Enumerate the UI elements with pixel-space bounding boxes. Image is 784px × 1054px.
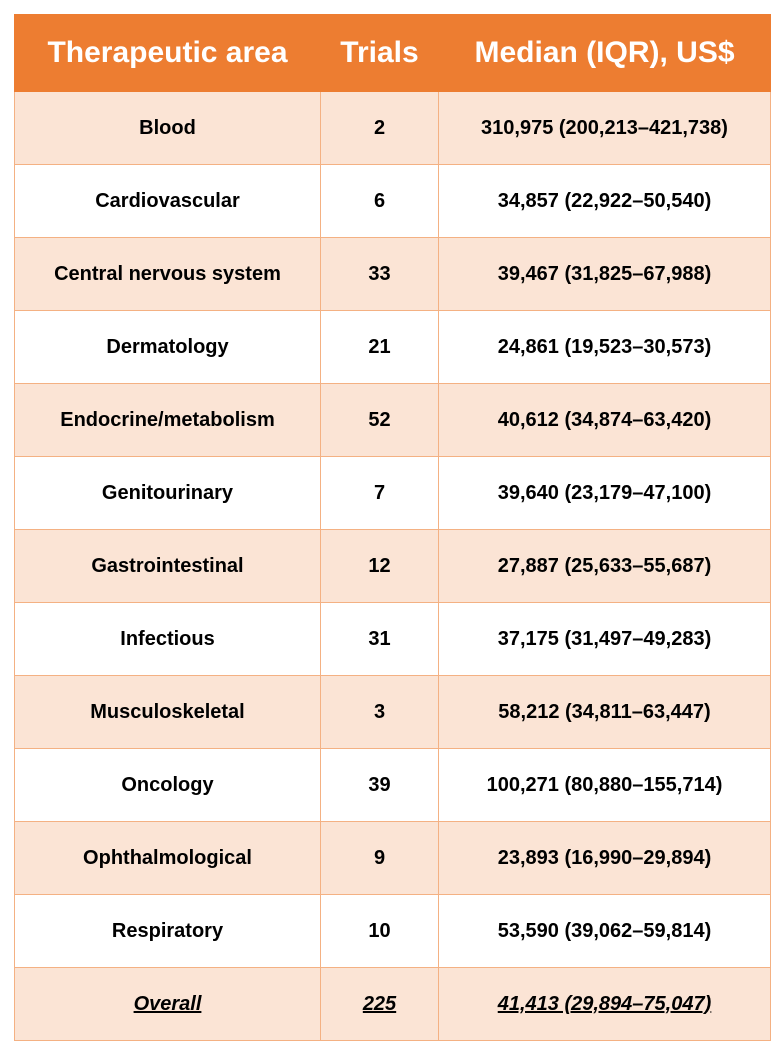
table-cell: Musculoskeletal [14,675,321,749]
table-cell: 21 [320,310,439,384]
table-cell: 33 [320,237,439,311]
table-cell: 24,861 (19,523–30,573) [438,310,771,384]
table-cell: Blood [14,91,321,165]
table-row: Endocrine/metabolism 52 40,612 (34,874–63,… [14,383,771,457]
header-cell: Median (IQR), US$ [438,14,771,92]
table-cell: 12 [320,529,439,603]
table-cell: 9 [320,821,439,895]
table-cell: Respiratory [14,894,321,968]
table-cell: Oncology [14,748,321,822]
table-cell: Ophthalmological [14,821,321,895]
table-cell: 39,640 (23,179–47,100) [438,456,771,530]
table-cell: 52 [320,383,439,457]
table-cell: 31 [320,602,439,676]
table-row: Oncology 39 100,271 (80,880–155,714) [14,748,771,822]
table-row: Genitourinary 7 39,640 (23,179–47,100) [14,456,771,530]
table-row: Ophthalmological 9 23,893 (16,990–29,894) [14,821,771,895]
table-row: Musculoskeletal 3 58,212 (34,811–63,447) [14,675,771,749]
table-cell: Overall [14,967,321,1041]
header-cell: Therapeutic area [14,14,321,92]
table-cell: 23,893 (16,990–29,894) [438,821,771,895]
table-cell: 6 [320,164,439,238]
table-row: Blood 2 310,975 (200,213–421,738) [14,91,771,165]
table-cell: 100,271 (80,880–155,714) [438,748,771,822]
header-row: Therapeutic area Trials Median (IQR), US… [14,14,771,92]
table-cell: Central nervous system [14,237,321,311]
table-cell: 3 [320,675,439,749]
table-cell: Genitourinary [14,456,321,530]
table-row: Respiratory 10 53,590 (39,062–59,814) [14,894,771,968]
table-row: Central nervous system 33 39,467 (31,825–6… [14,237,771,311]
total-row: Overall 225 41,413 (29,894–75,047) [14,967,771,1041]
table-cell: Cardiovascular [14,164,321,238]
table-cell: 10 [320,894,439,968]
table-cell: Gastrointestinal [14,529,321,603]
table-cell: 7 [320,456,439,530]
table-cell: 58,212 (34,811–63,447) [438,675,771,749]
table-cell: Endocrine/metabolism [14,383,321,457]
table-cell: 53,590 (39,062–59,814) [438,894,771,968]
header-cell: Trials [320,14,439,92]
table-cell: 41,413 (29,894–75,047) [438,967,771,1041]
table-header: Therapeutic area Trials Median (IQR), US… [14,14,771,92]
table-row: Infectious 31 37,175 (31,497–49,283) [14,602,771,676]
table-cell: 225 [320,967,439,1041]
table-cell: Infectious [14,602,321,676]
table-cell: 39,467 (31,825–67,988) [438,237,771,311]
table-row: Cardiovascular 6 34,857 (22,922–50,540) [14,164,771,238]
table-cell: 27,887 (25,633–55,687) [438,529,771,603]
table-cell: 37,175 (31,497–49,283) [438,602,771,676]
table-cell: 2 [320,91,439,165]
table-row: Gastrointestinal 12 27,887 (25,633–55,687) [14,529,771,603]
table-cell: 310,975 (200,213–421,738) [438,91,771,165]
table-body: Blood 2 310,975 (200,213–421,738) Cardiovas… [14,91,771,1041]
data-table: Therapeutic area Trials Median (IQR), US… [14,14,771,1041]
table-row: Dermatology 21 24,861 (19,523–30,573) [14,310,771,384]
table-cell: Dermatology [14,310,321,384]
table-cell: 34,857 (22,922–50,540) [438,164,771,238]
table-cell: 40,612 (34,874–63,420) [438,383,771,457]
table-cell: 39 [320,748,439,822]
